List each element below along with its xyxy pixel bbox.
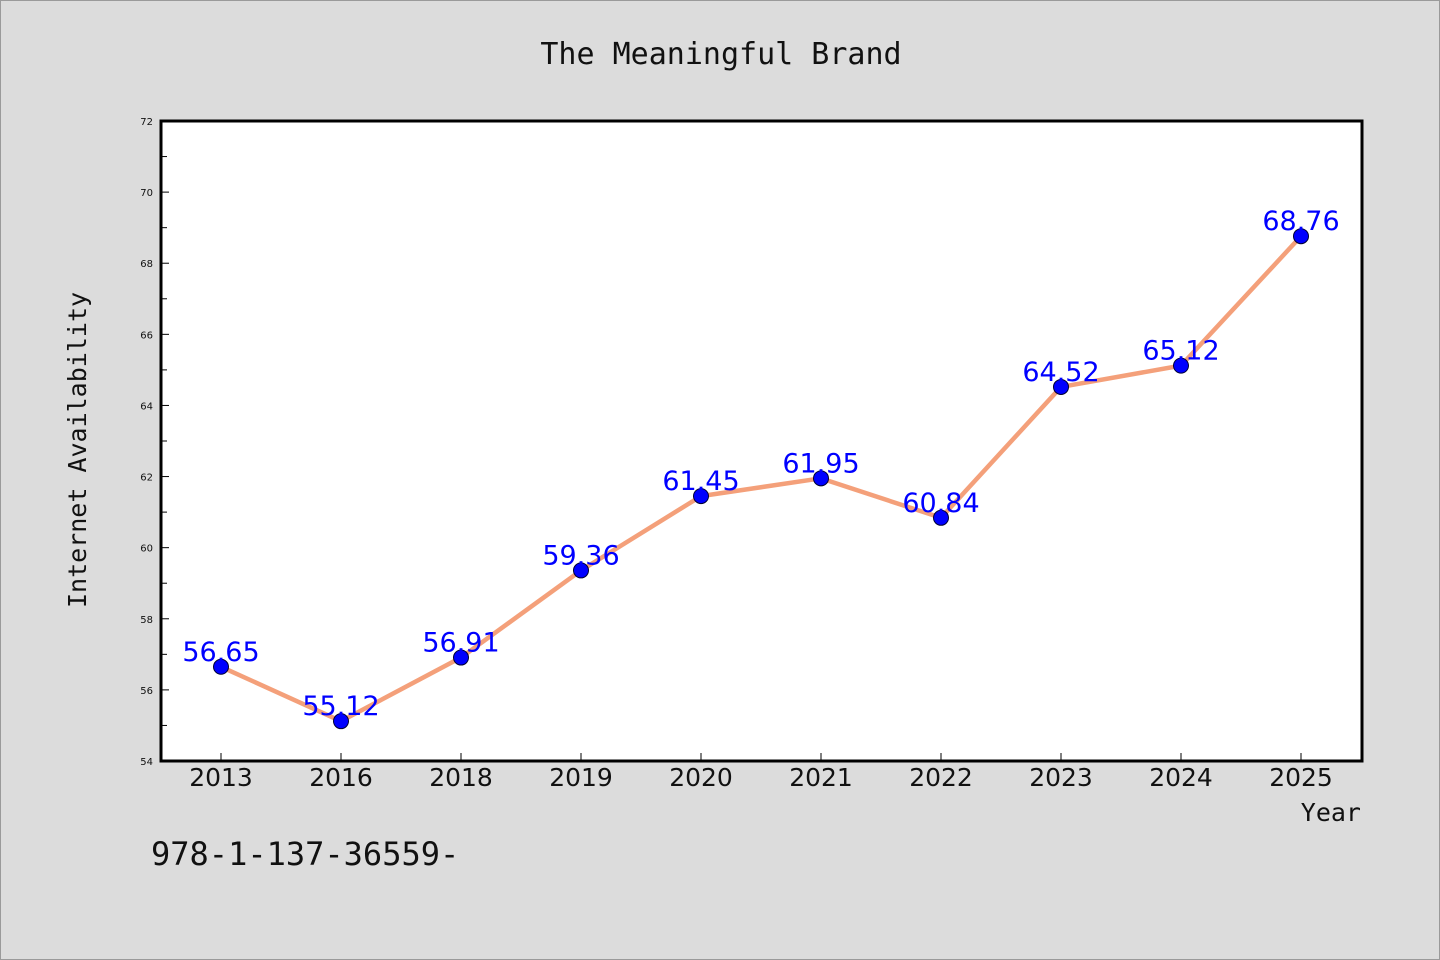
x-tick-label: 2018: [429, 763, 493, 792]
y-tick-label: 64: [140, 401, 153, 412]
data-label: 55.12: [302, 691, 379, 722]
y-tick-label: 72: [140, 117, 153, 128]
x-tick-label: 2016: [309, 763, 373, 792]
x-tick-label: 2021: [789, 763, 853, 792]
data-point: [573, 562, 589, 579]
data-point: [213, 658, 229, 675]
data-label: 60.84: [902, 488, 979, 519]
x-tick-label: 2023: [1029, 763, 1093, 792]
x-tick-label: 2024: [1149, 763, 1213, 792]
data-point: [1053, 378, 1069, 395]
x-tick-label: 2022: [909, 763, 973, 792]
y-tick-label: 58: [140, 615, 153, 626]
plot-frame: [159, 119, 1364, 763]
data-label: 68.76: [1262, 206, 1339, 237]
plot-area: [161, 121, 1362, 761]
y-axis-ticks: 54 56 58 60 62 64 66 68 70 72: [140, 117, 169, 768]
y-tick-label: 70: [140, 188, 153, 199]
data-label: 56.65: [182, 637, 259, 668]
data-label: 61.45: [662, 466, 739, 497]
chart-title: The Meaningful Brand: [540, 37, 901, 72]
data-point: [813, 470, 829, 487]
data-label: 56.91: [422, 628, 499, 659]
data-point: [453, 649, 469, 666]
data-point: [333, 713, 349, 730]
x-axis-ticks: 2013 2016 2018 2019 2020 2021 2022 2023 2024 2025: [189, 753, 1333, 792]
x-tick-label: 2020: [669, 763, 733, 792]
data-point: [693, 488, 709, 505]
data-series: [213, 228, 1309, 730]
data-point: [1293, 228, 1309, 245]
y-tick-label: 66: [140, 330, 153, 341]
data-point: [933, 509, 949, 526]
x-tick-label: 2025: [1269, 763, 1333, 792]
data-label: 65.12: [1142, 336, 1219, 367]
data-label: 59.36: [542, 540, 619, 571]
series-line: [218, 233, 1304, 724]
y-tick-label: 62: [140, 473, 153, 484]
data-labels: 56.65 55.12 56.91 59.36 61.45 61.95 60.84 64.52…: [182, 206, 1339, 722]
footer-isbn-text: 978-1-137-36559-: [151, 835, 459, 873]
y-axis-title: Internet Availability: [63, 292, 92, 608]
y-tick-label: 54: [140, 757, 153, 768]
x-tick-label: 2019: [549, 763, 613, 792]
y-tick-label: 56: [140, 686, 153, 697]
data-label: 61.95: [782, 448, 859, 479]
y-tick-label: 68: [140, 259, 153, 270]
data-label: 64.52: [1022, 357, 1099, 388]
x-tick-label: 2013: [189, 763, 253, 792]
x-axis-title: Year: [1301, 798, 1361, 827]
data-point: [1173, 357, 1189, 374]
y-tick-label: 60: [140, 544, 153, 555]
